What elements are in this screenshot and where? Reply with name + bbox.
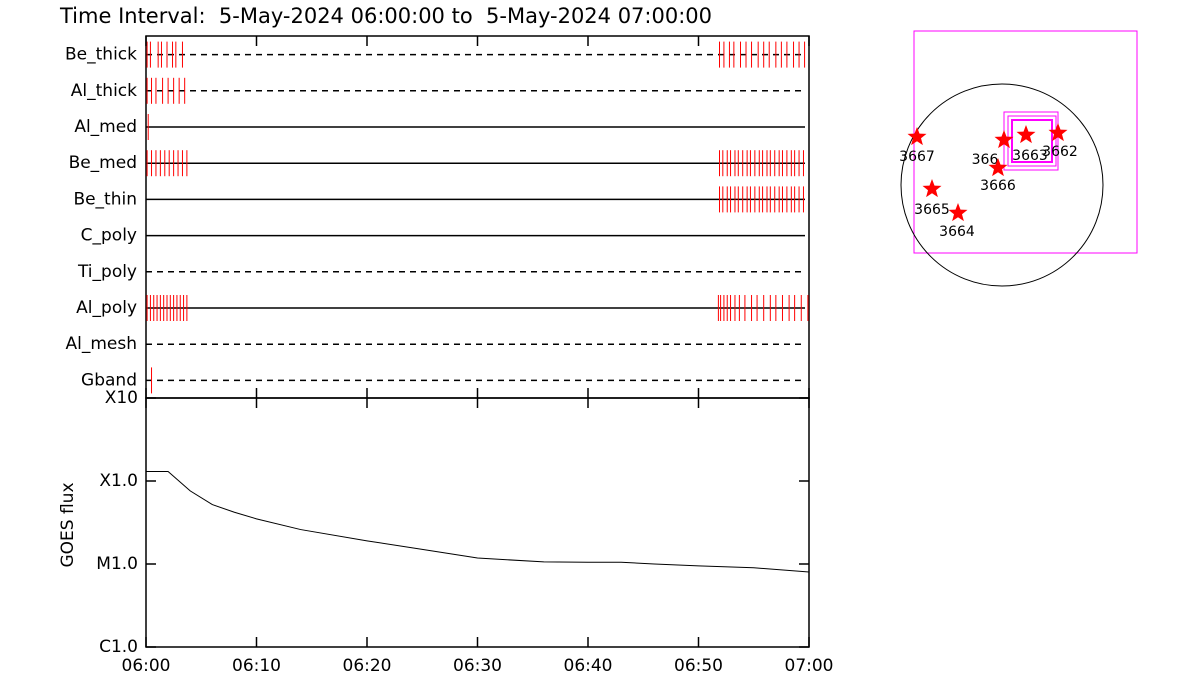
region-label: 366 [972,152,999,168]
fov-box [1011,119,1053,163]
x-tick-label: 06:50 [674,656,723,676]
filter-label: Be_med [69,153,137,173]
region-label: 3665 [914,202,950,218]
region-star [988,158,1008,177]
y-tick-label: C1.0 [99,637,138,657]
filter-label: Al_med [74,117,137,137]
region-label: 3663 [1012,148,1048,164]
filter-label: Ti_poly [77,262,137,282]
x-tick-label: 06:40 [564,656,613,676]
region-star [1016,125,1036,144]
region-star [907,127,927,146]
filter-label: C_poly [81,226,137,246]
goes-frame [145,397,810,648]
filter-label: Al_thick [71,81,137,101]
goes-flux-line [146,471,810,573]
region-star [922,179,942,198]
x-tick-label: 06:30 [453,656,502,676]
title: Time Interval: 5-May-2024 06:00:00 to 5-… [59,4,712,28]
x-tick-label: 07:00 [785,656,834,676]
region-star [948,203,968,222]
filter-label: Gband [81,370,137,390]
region-star [994,130,1014,149]
region-star [1048,123,1068,142]
map-box [913,30,1138,254]
filter-label: Be_thick [65,45,137,65]
x-tick-label: 06:00 [122,656,171,676]
region-label: 3664 [939,224,975,240]
region-label: 3666 [980,178,1016,194]
filter-label: Be_thin [73,189,137,209]
filter-label: Al_mesh [65,334,137,354]
region-label: 3667 [899,149,935,165]
y-tick-label: M1.0 [96,554,138,574]
solar-limb [900,83,1104,287]
y-tick-label: X10 [105,388,138,408]
y-axis-title: GOES flux [58,482,78,567]
y-tick-label: X1.0 [99,471,138,491]
region-label: 3662 [1042,144,1078,160]
x-tick-label: 06:10 [232,656,281,676]
x-tick-label: 06:20 [343,656,392,676]
filter-label: Al_poly [76,298,137,318]
